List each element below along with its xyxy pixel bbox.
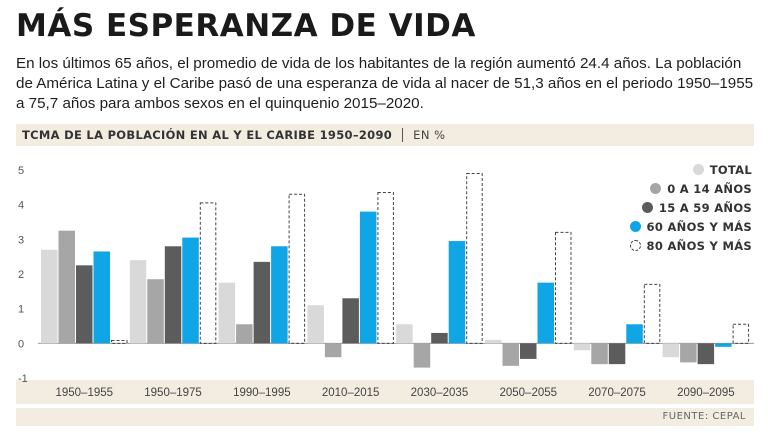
bar-age-80-plus <box>288 193 306 344</box>
bar-age-60-plus <box>359 211 377 344</box>
bar-total <box>662 343 680 358</box>
chart-title-bar: TCMA DE LA POBLACIÓN EN AL Y EL CARIBE 1… <box>16 124 754 146</box>
bar-age-60-plus <box>182 237 199 344</box>
chart-title: TCMA DE LA POBLACIÓN EN AL Y EL CARIBE 1… <box>22 128 393 142</box>
bar-age-80-plus <box>466 172 483 344</box>
bar-age-0-14 <box>502 343 519 366</box>
legend-item-80-plus: 80 AÑOS Y MÁS <box>629 236 752 255</box>
x-tick-label: 1950–1955 <box>55 387 113 399</box>
bar-age-0-14 <box>147 279 164 344</box>
chart-unit: EN % <box>413 128 446 142</box>
bar-total <box>41 249 58 344</box>
bar-total <box>218 282 236 344</box>
bar-age-15-59 <box>608 343 626 365</box>
bar-chart: 5 4 3 2 1 0 -1 1950–1955 1950–1975 1990–1995 2010–… <box>18 165 754 399</box>
bar-age-80-plus <box>643 283 661 344</box>
legend-swatch-15-59 <box>641 202 653 213</box>
bar-age-60-plus <box>271 246 288 344</box>
legend-swatch-80-plus <box>629 240 641 251</box>
legend-swatch-total <box>692 164 704 175</box>
legend-swatch-60-plus <box>629 221 641 232</box>
legend-label-0-14: 0 A 14 AÑOS <box>667 181 752 196</box>
bar-age-0-14 <box>324 343 342 358</box>
intro-paragraph: En los últimos 65 años, el promedio de v… <box>16 55 754 112</box>
legend-label-60-plus: 60 AÑOS Y MÁS <box>646 219 752 234</box>
legend-label-80-plus: 80 AÑOS Y MÁS <box>646 238 752 253</box>
bar-total <box>485 339 502 344</box>
legend-item-15-59: 15 A 59 AÑOS <box>630 198 752 217</box>
legend-label-total: TOTAL <box>709 162 752 177</box>
source-label: FUENTE: CEPAL <box>662 411 746 422</box>
bar-total <box>129 260 147 344</box>
bar-age-0-14 <box>591 343 608 365</box>
bar-age-15-59 <box>253 261 271 344</box>
x-tick-label: 2090–2095 <box>677 387 735 399</box>
bar-age-60-plus <box>537 282 554 344</box>
x-tick-label: 2050–2055 <box>499 387 557 399</box>
legend: TOTAL 0 A 14 AÑOS 15 A 59 AÑOS 60 AÑOS Y… <box>629 160 752 255</box>
bar-age-60-plus <box>93 251 110 344</box>
legend-item-60-plus: 60 AÑOS Y MÁS <box>629 217 752 236</box>
bar-age-80-plus <box>555 231 572 344</box>
y-tick-label: 0 <box>18 338 24 350</box>
bar-total <box>307 305 324 344</box>
y-tick-label: 4 <box>18 200 24 212</box>
bar-age-60-plus <box>626 324 643 344</box>
x-axis-band <box>16 380 754 404</box>
bar-age-80-plus <box>111 340 128 344</box>
bar-age-0-14 <box>413 343 431 368</box>
legend-item-0-14: 0 A 14 AÑOS <box>630 179 752 198</box>
bar-total <box>573 343 591 351</box>
bar-age-80-plus <box>732 323 750 344</box>
bar-age-0-14 <box>680 343 697 363</box>
y-tick-label: 5 <box>18 165 24 177</box>
bar-age-0-14 <box>58 230 75 344</box>
legend-label-15-59: 15 A 59 AÑOS <box>658 200 752 215</box>
bar-age-80-plus <box>199 202 217 344</box>
legend-swatch-0-14 <box>650 183 662 194</box>
y-tick-label: 2 <box>18 269 24 281</box>
x-tick-label: 1990–1995 <box>233 387 291 399</box>
x-tick-label: 1950–1975 <box>144 387 202 399</box>
bar-age-15-59 <box>431 332 448 344</box>
source-bar: FUENTE: CEPAL <box>16 408 754 426</box>
y-tick-label: 3 <box>18 234 24 246</box>
title-separator <box>402 128 404 142</box>
y-tick-label: 1 <box>18 304 24 316</box>
bar-age-0-14 <box>236 324 253 344</box>
x-tick-label: 2030–2035 <box>411 387 469 399</box>
bar-age-15-59 <box>342 298 359 344</box>
bar-age-60-plus <box>448 241 466 344</box>
legend-item-total: TOTAL <box>630 160 752 179</box>
bar-total <box>396 324 413 344</box>
x-tick-label: 2010–2015 <box>322 387 380 399</box>
bar-age-15-59 <box>76 265 93 344</box>
bar-age-15-59 <box>164 246 182 344</box>
bar-age-15-59 <box>520 343 537 359</box>
y-tick-label: -1 <box>18 373 28 385</box>
bar-age-15-59 <box>697 343 715 365</box>
bar-age-80-plus <box>377 192 394 344</box>
page-title: MÁS ESPERANZA DE VIDA <box>16 8 476 44</box>
x-tick-label: 2070–2075 <box>588 387 646 399</box>
bar-age-60-plus <box>715 343 732 347</box>
